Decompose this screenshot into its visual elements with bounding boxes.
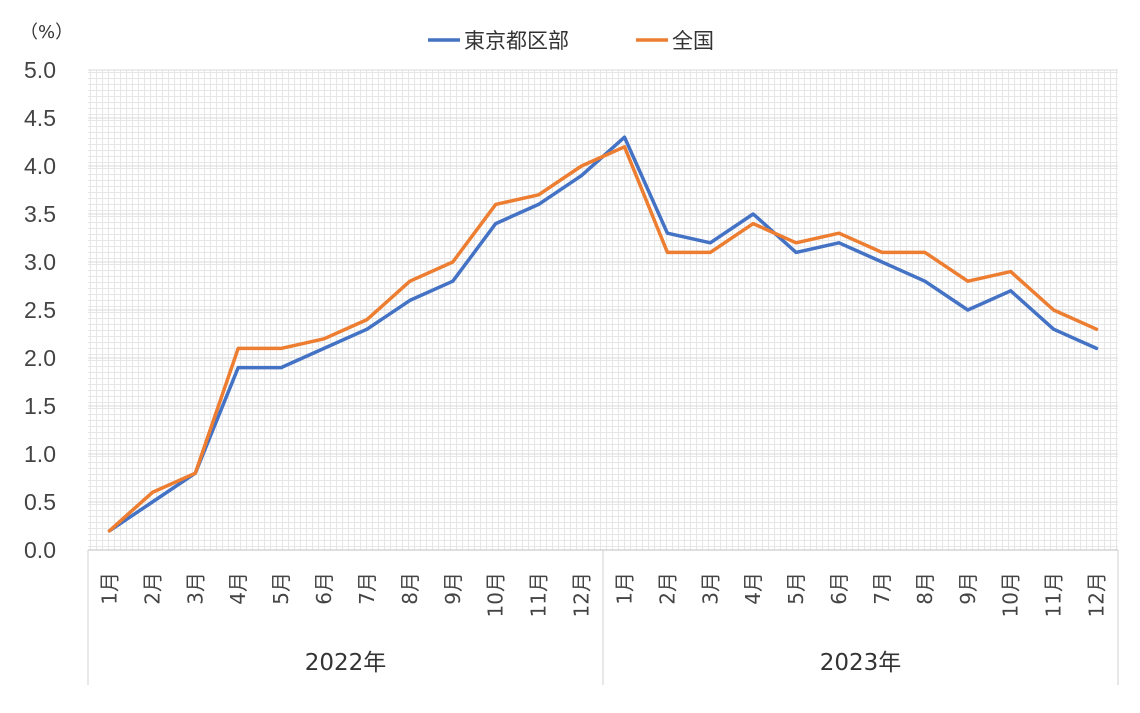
data-point [665, 250, 669, 254]
data-point [751, 212, 755, 216]
data-point [794, 250, 798, 254]
data-point [880, 250, 884, 254]
y-tick-label: 0.5 [24, 489, 56, 515]
x-tick-label: 8月 [398, 572, 422, 605]
x-tick-label: 1月 [612, 572, 636, 605]
x-tick-label: 10月 [484, 572, 508, 617]
data-point [494, 222, 498, 226]
x-tick-label: 6月 [312, 572, 336, 605]
series-line-1 [107, 145, 1099, 533]
data-point [580, 174, 584, 178]
data-point [279, 346, 283, 350]
data-point [837, 231, 841, 235]
x-tick-label: 5月 [269, 572, 293, 605]
data-point [622, 135, 626, 139]
data-point [1095, 327, 1099, 331]
data-point [837, 241, 841, 245]
y-tick-label: 2.0 [24, 345, 56, 371]
data-point [1095, 346, 1099, 350]
data-point [1052, 327, 1056, 331]
x-tick-label: 3月 [183, 572, 207, 605]
data-point [622, 145, 626, 149]
data-point [537, 193, 541, 197]
x-tick-label: 9月 [956, 572, 980, 605]
legend-label: 全国 [672, 29, 714, 53]
data-point [322, 337, 326, 341]
series-layer [107, 135, 1099, 533]
gridlines [88, 69, 1118, 503]
data-point [880, 260, 884, 264]
y-tick-label: 3.0 [24, 249, 56, 275]
data-point [537, 202, 541, 206]
axes [87, 549, 1119, 685]
data-point [966, 279, 970, 283]
x-tick-label: 1月 [97, 572, 121, 605]
data-point [279, 366, 283, 370]
y-tick-label: 4.0 [24, 153, 56, 179]
tick-labels: 0.0 0.5 1.0 1.5 2.0 2.5 3.0 3.5 4.0 4.5 5.0 2022年 20… [24, 57, 1109, 676]
x-tick-label: 12月 [1085, 572, 1109, 617]
x-tick-label: 8月 [913, 572, 937, 605]
data-point [580, 164, 584, 168]
data-point [1009, 289, 1013, 293]
y-tick-label: 5.0 [24, 57, 56, 83]
data-point [1009, 270, 1013, 274]
data-point [708, 241, 712, 245]
x-tick-label: 4月 [226, 572, 250, 605]
x-tick-label: 4月 [741, 572, 765, 605]
data-point [408, 279, 412, 283]
x-tick-label: 3月 [698, 572, 722, 605]
data-point [365, 327, 369, 331]
y-tick-label: 0.0 [24, 537, 56, 563]
legend: 東京都区部 全国 [428, 29, 714, 53]
x-tick-label: 5月 [784, 572, 808, 605]
x-tick-label: 10月 [999, 572, 1023, 617]
data-point [236, 346, 240, 350]
data-point [322, 346, 326, 350]
x-tick-label: 7月 [870, 572, 894, 605]
data-point [494, 202, 498, 206]
data-point [236, 366, 240, 370]
y-tick-label: 1.5 [24, 393, 56, 419]
data-point [451, 260, 455, 264]
data-point [193, 471, 197, 475]
data-point [1052, 308, 1056, 312]
y-tick-label: 4.5 [24, 105, 56, 131]
y-tick-label: 1.0 [24, 441, 56, 467]
data-point [107, 529, 111, 533]
x-tick-label: 11月 [1042, 572, 1066, 617]
x-tick-label: 2月 [655, 572, 679, 605]
x-tick-label: 6月 [827, 572, 851, 605]
data-point [966, 308, 970, 312]
legend-label: 東京都区部 [464, 29, 569, 53]
data-point [150, 500, 154, 504]
data-point [408, 298, 412, 302]
data-point [451, 279, 455, 283]
y-tick-label: 2.5 [24, 297, 56, 323]
x-group-label: 2023年 [820, 650, 902, 676]
data-point [665, 231, 669, 235]
data-point [365, 318, 369, 322]
data-point [923, 250, 927, 254]
x-tick-label: 2月 [140, 572, 164, 605]
data-point [708, 250, 712, 254]
x-tick-label: 9月 [441, 572, 465, 605]
x-tick-label: 11月 [527, 572, 551, 617]
x-group-label: 2022年 [305, 650, 387, 676]
x-tick-label: 12月 [570, 572, 594, 617]
data-point [150, 490, 154, 494]
y-tick-label: 3.5 [24, 201, 56, 227]
x-tick-label: 7月 [355, 572, 379, 605]
data-point [794, 241, 798, 245]
data-point [751, 222, 755, 226]
data-point [923, 279, 927, 283]
unit-label: （%） [20, 22, 73, 43]
